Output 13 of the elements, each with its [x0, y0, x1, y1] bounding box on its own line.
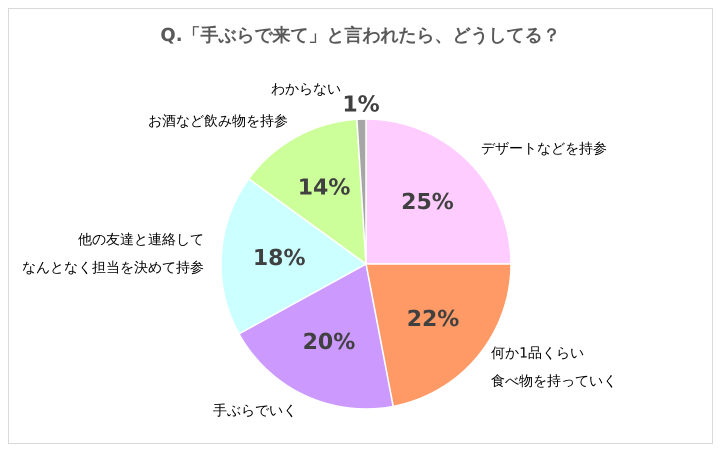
data-label: 22% — [406, 306, 460, 332]
data-label: 1% — [342, 92, 380, 118]
data-label: 14% — [298, 175, 350, 200]
slice-label: デザートなどを持参 — [480, 141, 607, 158]
slice-label: 何か1品くらい食べ物を持っていく — [491, 346, 618, 390]
slice-label: お酒など飲み物を持参 — [148, 114, 288, 130]
data-label: 18% — [252, 246, 306, 272]
chart-title: Q.「手ぶらで来て」と言われたら、どうしてる？ — [159, 24, 562, 47]
data-label: 25% — [401, 190, 454, 215]
slice-label: 他の友達と連絡してなんとなく担当を決めて持参 — [22, 232, 204, 276]
slice-label: 手ぶらでいく — [212, 402, 297, 419]
data-label: 20% — [302, 330, 356, 356]
slice-label: わからない — [270, 82, 341, 98]
